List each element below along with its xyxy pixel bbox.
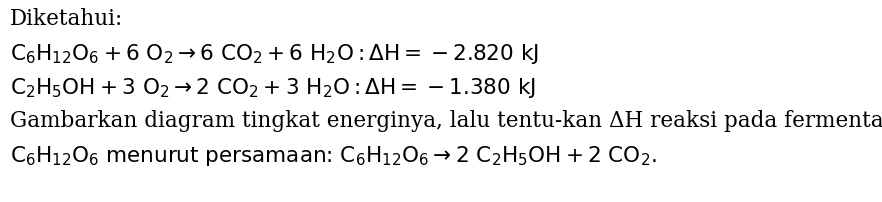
Text: Diketahui:: Diketahui: bbox=[10, 8, 123, 30]
Text: Gambarkan diagram tingkat energinya, lalu tentu-kan ΔH reaksi pada fermentasi: Gambarkan diagram tingkat energinya, lal… bbox=[10, 109, 882, 131]
Text: $\mathrm{C_6H_{12}O_6 + 6\ O_2 \rightarrow 6\ CO_2 + 6\ H_2O : \Delta H = -2.820: $\mathrm{C_6H_{12}O_6 + 6\ O_2 \rightarr… bbox=[10, 42, 539, 66]
Text: $\mathrm{C_6H_{12}O_6}$ menurut persamaan: $\mathrm{C_6H_{12}O_6 \rightarrow 2\ : $\mathrm{C_6H_{12}O_6}$ menurut persamaa… bbox=[10, 143, 657, 167]
Text: $\mathrm{C_2H_5OH + 3\ O_2 \rightarrow 2\ CO_2 + 3\ H_2O : \Delta H = -1.380\ kJ: $\mathrm{C_2H_5OH + 3\ O_2 \rightarrow 2… bbox=[10, 76, 535, 100]
